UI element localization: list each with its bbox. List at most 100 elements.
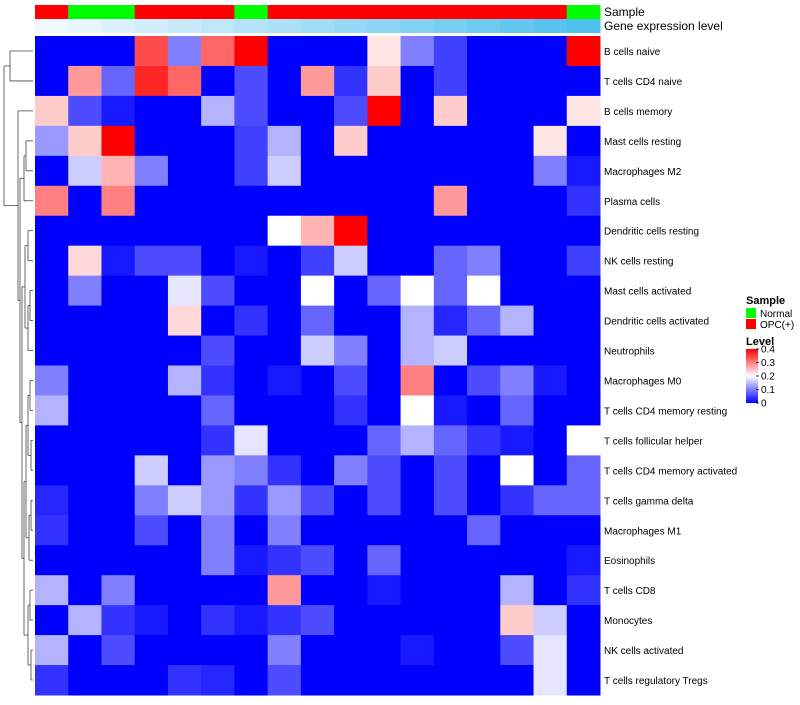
sample-annotation-cell [167, 5, 202, 19]
legend-colorbar [746, 349, 758, 403]
heatmap-cell [35, 335, 69, 366]
heatmap-cell [300, 515, 335, 546]
heatmap-cell [367, 275, 402, 307]
sample-annotation-cell [334, 5, 368, 19]
heatmap-cell [68, 515, 102, 546]
expression-annotation-cell [300, 19, 335, 33]
heatmap-cell [566, 515, 601, 546]
heatmap-cell [533, 575, 568, 606]
heatmap-cell [500, 485, 535, 516]
heatmap-cell [300, 605, 335, 636]
heatmap-cell [334, 485, 368, 516]
heatmap-cell [400, 245, 435, 277]
heatmap-cell [267, 515, 302, 546]
row-label: Eosinophils [604, 556, 655, 567]
heatmap-cell [101, 515, 136, 546]
heatmap-cell [234, 515, 269, 546]
heatmap-cell [68, 335, 102, 366]
row-label: Macrophages M2 [604, 167, 682, 178]
row-label: Dendritic cells activated [604, 317, 709, 328]
heatmap-cell [35, 605, 69, 636]
heatmap-cell [201, 365, 235, 396]
heatmap-cell [533, 515, 568, 546]
heatmap-cell [566, 485, 601, 516]
heatmap-cell [201, 65, 235, 97]
heatmap-cell [35, 155, 69, 187]
heatmap-cell [101, 455, 136, 486]
heatmap-cell [533, 545, 568, 576]
expression-annotation-cell [467, 19, 501, 33]
heatmap-cell [500, 575, 535, 606]
heatmap-cell [35, 395, 69, 426]
row-label: NK cells resting [604, 257, 673, 268]
heatmap-cell [367, 155, 402, 187]
heatmap-cell [300, 305, 335, 337]
heatmap-cell [267, 575, 302, 606]
heatmap-cell [367, 335, 402, 366]
heatmap-cell [201, 245, 235, 277]
heatmap-cell [167, 335, 202, 366]
heatmap-cell [35, 65, 69, 97]
heatmap-cell [267, 275, 302, 307]
heatmap-cell [400, 155, 435, 187]
heatmap-cell [167, 425, 202, 456]
sample-annotation-cell [533, 5, 568, 19]
heatmap-cell [367, 515, 402, 546]
heatmap-cell [300, 155, 335, 187]
heatmap-cell [533, 245, 568, 277]
heatmap-cell [334, 455, 368, 486]
heatmap-cell [334, 425, 368, 456]
legend-entry-normal: Normal [760, 309, 792, 320]
heatmap-cell [234, 575, 269, 606]
heatmap-cell [267, 485, 302, 516]
heatmap-cell [566, 95, 601, 127]
sample-annotation-cell [467, 5, 501, 19]
expression-annotation-cell [267, 19, 302, 33]
heatmap-cell [201, 665, 235, 696]
heatmap-cell [167, 305, 202, 337]
heatmap-cell [566, 185, 601, 217]
heatmap-cell [101, 485, 136, 516]
heatmap-cell [134, 185, 169, 217]
heatmap-cell [467, 215, 501, 247]
legend-swatch-opc [746, 319, 756, 329]
heatmap-cell [300, 575, 335, 606]
heatmap-cell [533, 305, 568, 337]
heatmap-cell [334, 215, 368, 247]
heatmap-cell [134, 545, 169, 576]
heatmap-cell [467, 155, 501, 187]
sample-annotation-cell [134, 5, 169, 19]
heatmap-cell [234, 125, 269, 157]
expression-annotation-cell [533, 19, 568, 33]
heatmap-cell [367, 245, 402, 277]
heatmap-cell [400, 95, 435, 127]
heatmap-cell [467, 515, 501, 546]
heatmap-cell [400, 455, 435, 486]
heatmap-cell [433, 65, 468, 97]
heatmap-cell [533, 36, 568, 67]
legend-swatch-normal [746, 308, 756, 318]
heatmap-cell [300, 275, 335, 307]
heatmap-cell [201, 635, 235, 666]
heatmap-cell [533, 125, 568, 157]
heatmap-cell [334, 665, 368, 696]
heatmap-cell [367, 185, 402, 217]
heatmap-cell [234, 365, 269, 396]
heatmap-cell [300, 485, 335, 516]
heatmap-cell [367, 395, 402, 426]
heatmap-cell [68, 395, 102, 426]
heatmap-cell [167, 515, 202, 546]
heatmap-cell [267, 395, 302, 426]
heatmap-cell [101, 245, 136, 277]
heatmap-cell [134, 395, 169, 426]
heatmap-cell [433, 335, 468, 366]
heatmap-cell [500, 95, 535, 127]
annotation-label-expression: Gene expression level [604, 19, 723, 33]
heatmap-cell [167, 125, 202, 157]
heatmap-cell [400, 125, 435, 157]
heatmap-cell [400, 275, 435, 307]
heatmap-cell [101, 395, 136, 426]
heatmap-cell [500, 245, 535, 277]
heatmap-cell [566, 125, 601, 157]
